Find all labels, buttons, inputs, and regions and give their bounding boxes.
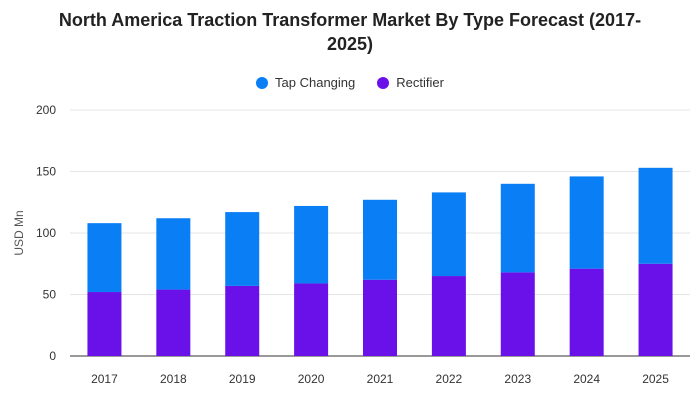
bar-tap-changing-2019 <box>225 212 260 286</box>
bar-tap-changing-2024 <box>569 176 604 269</box>
x-tick-label-2023: 2023 <box>504 372 531 386</box>
bar-tap-changing-2020 <box>294 205 329 284</box>
bar-tap-changing-2017 <box>87 223 122 293</box>
bar-rectifier-2022 <box>431 276 466 356</box>
y-tick-label-50: 50 <box>43 288 57 302</box>
x-tick-label-2025: 2025 <box>642 372 669 386</box>
chart-title-line2: 2025) <box>326 34 374 54</box>
y-tick-label-100: 100 <box>36 226 56 240</box>
bar-rectifier-2021 <box>363 279 397 356</box>
bar-rectifier-2017 <box>87 292 122 356</box>
bar-tap-changing-2025 <box>638 167 673 264</box>
bar-tap-changing-2018 <box>156 218 191 290</box>
chart-title-line1: North America Traction Transformer Marke… <box>58 10 642 30</box>
bar-tap-changing-2021 <box>363 199 397 280</box>
x-tick-label-2020: 2020 <box>298 372 325 386</box>
x-tick-label-2017: 2017 <box>91 372 118 386</box>
bar-tap-changing-2023 <box>500 183 535 273</box>
y-tick-label-200: 200 <box>36 103 56 117</box>
x-tick-label-2021: 2021 <box>367 372 394 386</box>
y-tick-label-0: 0 <box>49 349 56 363</box>
legend-item-rectifier[interactable]: Rectifier <box>377 75 444 90</box>
bar-rectifier-2019 <box>225 285 260 356</box>
bar-tap-changing-2022 <box>431 192 466 277</box>
legend-dot-tap-changing <box>256 76 269 89</box>
x-tick-label-2022: 2022 <box>436 372 463 386</box>
y-axis-title: USD Mn <box>12 210 26 255</box>
chart-title: North America Traction Transformer Marke… <box>0 8 700 56</box>
bar-rectifier-2023 <box>500 272 535 356</box>
bar-rectifier-2018 <box>156 289 191 356</box>
legend-dot-rectifier <box>377 76 390 89</box>
x-tick-label-2024: 2024 <box>573 372 600 386</box>
bar-rectifier-2025 <box>638 263 673 356</box>
x-tick-label-2018: 2018 <box>160 372 187 386</box>
legend-label-tap-changing: Tap Changing <box>275 75 356 90</box>
bar-rectifier-2020 <box>294 283 329 356</box>
y-tick-label-150: 150 <box>36 165 56 179</box>
chart-legend: Tap Changing Rectifier <box>0 75 700 90</box>
legend-label-rectifier: Rectifier <box>396 75 444 90</box>
legend-item-tap-changing[interactable]: Tap Changing <box>256 75 355 90</box>
bar-rectifier-2024 <box>569 268 604 356</box>
x-tick-label-2019: 2019 <box>229 372 256 386</box>
